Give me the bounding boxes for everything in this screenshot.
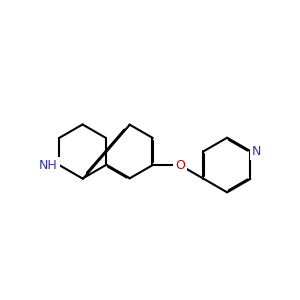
Text: N: N (251, 145, 261, 158)
Text: O: O (175, 158, 185, 172)
Text: NH: NH (39, 158, 58, 172)
